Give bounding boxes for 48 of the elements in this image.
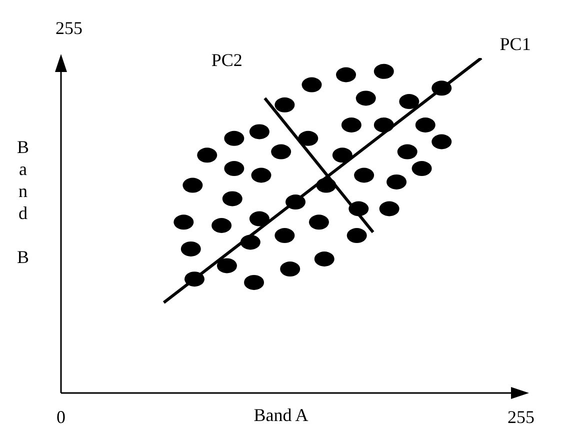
point [197, 148, 218, 163]
point [224, 161, 244, 176]
point [374, 118, 394, 132]
point [432, 80, 452, 96]
point [182, 178, 203, 193]
point [308, 214, 329, 230]
point [316, 178, 336, 193]
point [346, 228, 367, 244]
point [224, 130, 244, 146]
point [240, 234, 260, 250]
text: 255 [56, 18, 82, 38]
point [374, 64, 394, 79]
point [249, 211, 270, 226]
point [286, 194, 306, 210]
point [354, 168, 374, 183]
point [271, 144, 292, 160]
series-label: PC1 [500, 34, 531, 54]
point [244, 274, 264, 290]
point [249, 124, 270, 140]
point [341, 118, 362, 132]
point [216, 258, 237, 274]
point [412, 161, 432, 176]
point [399, 94, 420, 110]
point [251, 168, 272, 183]
text: Band B [16, 137, 30, 267]
point [356, 90, 376, 106]
point [415, 118, 436, 132]
point [274, 228, 295, 244]
point [397, 144, 418, 160]
series-label: PC2 [211, 50, 242, 70]
point [212, 218, 232, 233]
x-tick-label: 0 [56, 407, 66, 427]
point [379, 201, 400, 216]
point [174, 214, 194, 230]
point [222, 191, 242, 206]
point [274, 97, 295, 112]
point [314, 252, 334, 266]
point [280, 262, 300, 277]
point [184, 272, 204, 287]
point [348, 201, 369, 216]
point [298, 130, 318, 146]
point [432, 134, 452, 150]
point [302, 77, 322, 92]
point [180, 241, 201, 256]
x-axis-title: Band A [254, 405, 308, 425]
point [336, 67, 356, 82]
point [332, 148, 352, 163]
point [386, 174, 407, 190]
